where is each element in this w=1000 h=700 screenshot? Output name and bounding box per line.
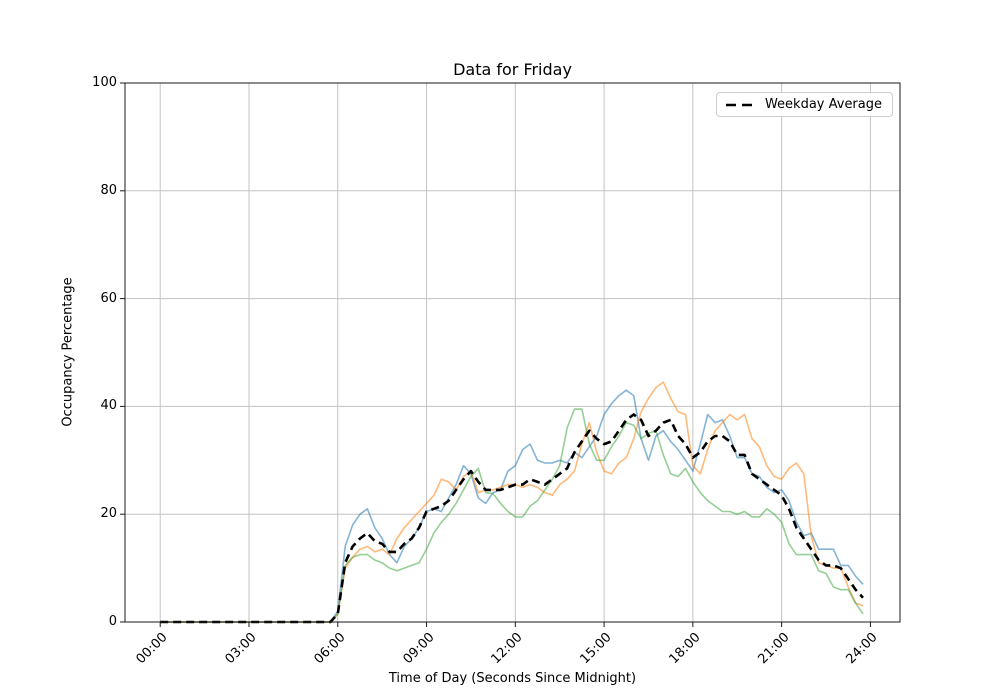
axis-ticks (120, 82, 871, 627)
plot-border (124, 82, 901, 623)
legend-label: Weekday Average (764, 97, 882, 112)
data-series (160, 381, 864, 624)
y-tick-label: 40 (100, 398, 117, 414)
legend: Weekday Average (715, 92, 893, 117)
y-tick-label: 0 (108, 614, 117, 629)
y-tick-label: 80 (100, 182, 117, 198)
friday-line-blue (160, 389, 864, 623)
x-axis-label: Time of Day (Seconds Since Midnight) (388, 671, 637, 686)
legend-dashed-line-icon (725, 103, 756, 106)
friday-line-orange (160, 381, 864, 623)
y-tick-label: 100 (92, 75, 117, 90)
chart-title: Data for Friday (453, 60, 572, 79)
y-tick-label: 20 (100, 506, 117, 522)
friday-line-green (160, 408, 864, 623)
y-tick-label: 60 (100, 290, 117, 306)
grid-lines (125, 82, 900, 623)
